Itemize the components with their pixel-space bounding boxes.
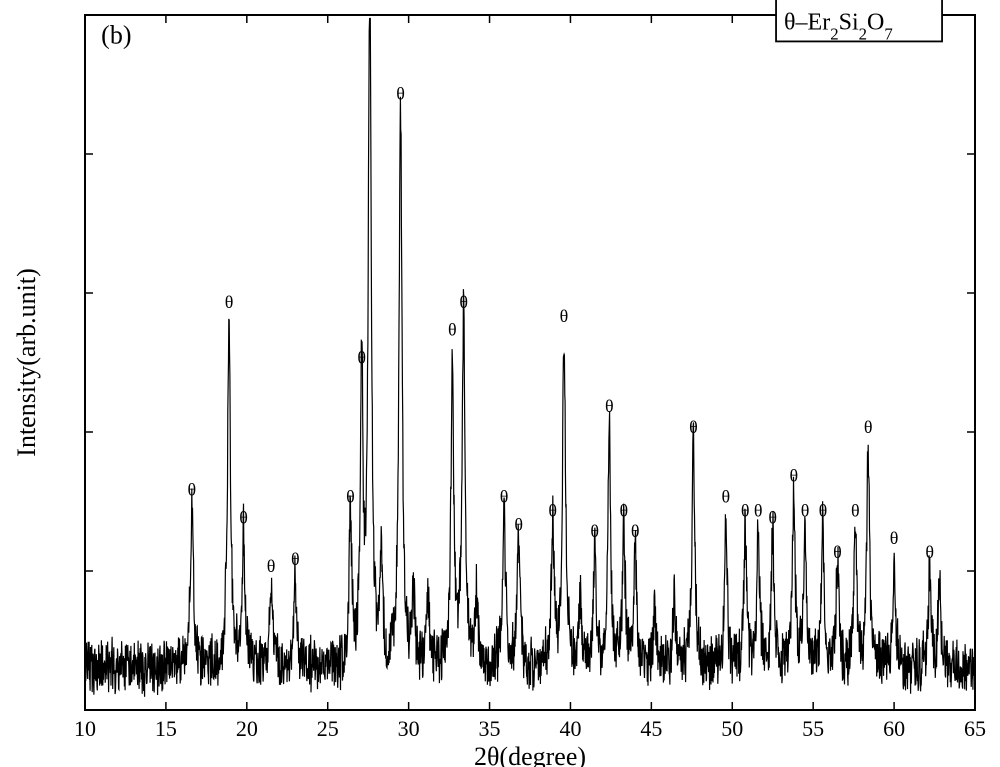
peak-marker-theta-icon: θ <box>819 500 828 520</box>
peak-marker-theta-icon: θ <box>741 500 750 520</box>
xrd-chart: 10 15 20 25 30 35 40 45 50 55 60 65 2θ(degree) Intens… <box>0 0 1000 767</box>
peak-marker-theta-icon: θ <box>448 320 457 340</box>
peak-marker-theta-icon: θ <box>801 500 810 520</box>
peak-marker-theta-icon: θ <box>590 521 599 541</box>
peak-marker-theta-icon: θ <box>605 396 614 416</box>
peak-marker-theta-icon: θ <box>833 542 842 562</box>
xtick-label: 40 <box>559 716 581 741</box>
peak-marker-theta-icon: θ <box>768 507 777 527</box>
peak-marker-theta-icon: θ <box>239 507 248 527</box>
xtick-label: 10 <box>74 716 96 741</box>
peak-marker-theta-icon: θ <box>548 500 557 520</box>
y-axis-label: Intensity(arb.unit) <box>12 268 41 456</box>
peak-marker-theta-icon: θ <box>689 417 698 437</box>
peak-marker-theta-icon: θ <box>500 486 509 506</box>
x-axis-label: 2θ(degree) <box>474 742 586 767</box>
peak-marker-theta-icon: θ <box>346 486 355 506</box>
peak-marker-theta-icon: θ <box>925 542 934 562</box>
peak-marker-theta-icon: θ <box>291 549 300 569</box>
xtick-label: 55 <box>802 716 824 741</box>
panel-label: (b) <box>101 21 131 50</box>
xtick-label: 65 <box>964 716 986 741</box>
xtick-label: 20 <box>236 716 258 741</box>
xtick-label: 35 <box>479 716 501 741</box>
peak-marker-theta-icon: θ <box>631 521 640 541</box>
peak-marker-theta-icon: θ <box>459 292 468 312</box>
peak-marker-theta-icon: θ <box>851 500 860 520</box>
xtick-label: 50 <box>721 716 743 741</box>
peak-marker-theta-icon: θ <box>789 466 798 486</box>
peak-marker-theta-icon: θ <box>267 556 276 576</box>
peak-marker-theta-icon: θ <box>225 292 234 312</box>
xtick-label: 15 <box>155 716 177 741</box>
peak-marker-theta-icon: θ <box>864 417 873 437</box>
peak-marker-theta-icon: θ <box>721 486 730 506</box>
peak-marker-theta-icon: θ <box>890 528 899 548</box>
xtick-label: 60 <box>883 716 905 741</box>
peak-marker-theta-icon: θ <box>357 347 366 367</box>
peak-marker-theta-icon: θ <box>187 480 196 500</box>
xtick-label: 30 <box>398 716 420 741</box>
peak-marker-theta-icon: θ <box>560 306 569 326</box>
legend: θ–Er2Si2O7 <box>776 0 942 43</box>
peak-marker-theta-icon: θ <box>620 500 629 520</box>
xtick-label: 25 <box>317 716 339 741</box>
peak-marker-theta-icon: θ <box>754 500 763 520</box>
xtick-label: 45 <box>640 716 662 741</box>
peak-marker-theta-icon: θ <box>396 83 405 103</box>
peak-marker-theta-icon: θ <box>514 514 523 534</box>
